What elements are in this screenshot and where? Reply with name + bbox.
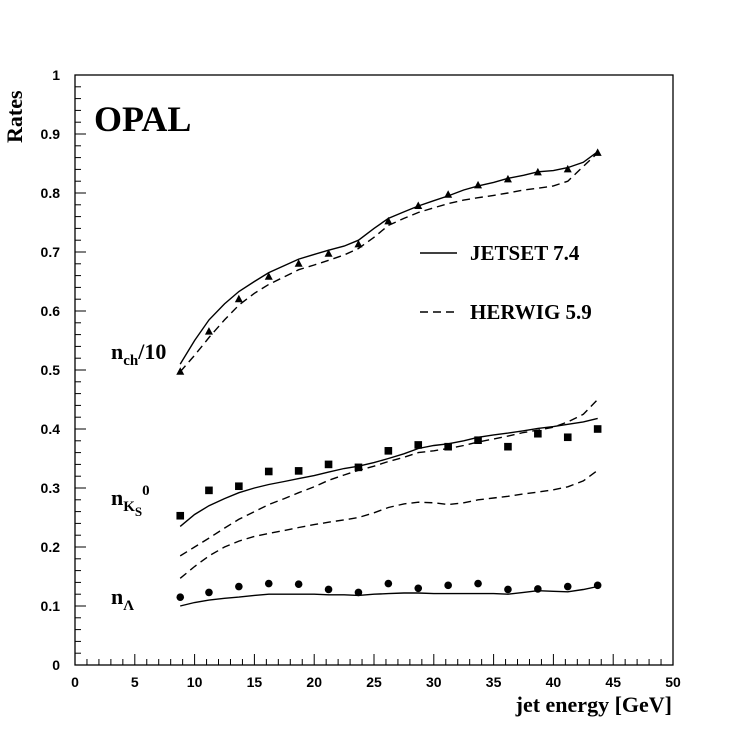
y-tick-label: 0	[52, 657, 60, 673]
data-point-n-k0s-data	[176, 511, 185, 520]
data-point-n-ch-10-data	[204, 327, 213, 335]
data-point-n-lambda-data	[324, 585, 333, 594]
y-tick-label: 0.1	[41, 598, 61, 614]
annotation-nk0-sup: 0	[142, 483, 150, 499]
annotation-nk0-main: n	[111, 485, 123, 510]
data-point-n-k0s-data	[264, 467, 273, 476]
data-point-n-ch-10-data	[503, 174, 512, 183]
chart-title: OPAL	[94, 99, 191, 139]
x-tick-label: 45	[605, 674, 621, 690]
data-point-n-k0s-data	[354, 463, 363, 472]
x-tick-label: 0	[71, 674, 79, 690]
data-point-n-ch-10-data	[324, 249, 333, 257]
x-tick-label: 20	[306, 674, 322, 690]
x-tick-label: 10	[187, 674, 203, 690]
data-point-n-lambda-data	[563, 582, 572, 591]
data-point-n-k0s-data	[593, 425, 602, 433]
annotation-nlambda-sub: Λ	[123, 598, 134, 614]
data-point-n-k0s-data	[534, 429, 542, 438]
data-point-n-k0s-data	[563, 433, 572, 442]
data-point-n-lambda-data	[354, 588, 363, 597]
data-point-n-ch-10-data	[176, 367, 185, 375]
data-point-n-k0s-data	[205, 486, 213, 495]
y-tick-label: 0.6	[41, 303, 61, 319]
x-tick-label: 25	[366, 674, 382, 690]
annotation-nlambda-main: n	[111, 584, 123, 609]
data-point-n-lambda-data	[414, 584, 423, 593]
data-point-n-lambda-data	[444, 581, 452, 590]
data-point-n-k0s-data	[414, 441, 423, 449]
x-axis: 0 5 10 15 20 25 30 35 40 45 50	[71, 654, 681, 690]
y-tick-label: 1	[52, 67, 60, 83]
data-point-n-ch-10-data	[593, 148, 602, 156]
data-point-n-k0s-data	[294, 467, 303, 475]
data-point-n-ch-10-data	[474, 180, 483, 189]
annotation-nk0-subsub: S	[135, 504, 142, 519]
y-tick-label: 0.5	[41, 362, 61, 378]
data-point-n-k0s-data	[235, 482, 243, 491]
x-tick-label: 30	[426, 674, 442, 690]
data-point-n-lambda-data	[474, 579, 482, 588]
data-point-n-ch-10-data	[533, 167, 542, 176]
annotation-nlambda: nΛ	[111, 584, 134, 614]
legend-jetset-label: JETSET 7.4	[470, 241, 580, 265]
y-tick-label: 0.3	[41, 480, 61, 496]
data-point-n-k0s-data	[504, 442, 512, 451]
x-axis-label: jet energy [GeV]	[515, 692, 672, 717]
x-tick-label: 50	[665, 674, 681, 690]
data-point-n-lambda-data	[534, 585, 542, 593]
series-line-n-lambda-jetset-7-4	[180, 585, 598, 607]
annotation-nch-sub: ch	[123, 353, 139, 369]
data-point-n-k0s-data	[384, 447, 393, 455]
y-axis: 0 0.1 0.2 0.3 0.4 0.5 0.6 0.7 0.8 0.9 1	[41, 67, 86, 673]
y-axis-label: Rates	[2, 90, 27, 143]
data-point-n-k0s-data	[444, 442, 452, 451]
series-line-n-k0s-herwig-5-9-upper	[179, 399, 599, 557]
annotation-nch: nch/10	[111, 339, 166, 369]
series-lines	[179, 151, 599, 607]
x-tick-label: 15	[247, 674, 263, 690]
data-point-n-lambda-data	[264, 579, 273, 588]
x-tick-label: 40	[546, 674, 562, 690]
data-point-n-ch-10-data	[234, 294, 243, 303]
annotation-nch-suffix: /10	[137, 339, 166, 364]
y-tick-label: 0.8	[41, 185, 61, 201]
data-point-n-lambda-data	[205, 588, 213, 597]
y-tick-label: 0.2	[41, 539, 61, 555]
data-point-n-lambda-data	[294, 580, 303, 588]
y-tick-label: 0.9	[41, 126, 61, 142]
data-point-n-lambda-data	[593, 581, 602, 590]
series-line-n-k0s-jetset-7-4	[179, 417, 598, 527]
series-line-n-ch-10-herwig-5-9	[179, 152, 599, 373]
y-tick-label: 0.7	[41, 244, 61, 260]
x-tick-label: 35	[486, 674, 502, 690]
data-point-n-lambda-data	[384, 579, 393, 588]
legend-herwig-label: HERWIG 5.9	[470, 300, 592, 324]
y-tick-label: 0.4	[41, 421, 61, 437]
data-point-n-lambda-data	[176, 593, 185, 601]
data-point-n-ch-10-data	[294, 259, 303, 267]
data-point-n-ch-10-data	[264, 272, 273, 280]
data-point-n-k0s-data	[474, 436, 482, 445]
data-point-n-ch-10-data	[563, 164, 572, 173]
data-point-n-ch-10-data	[444, 190, 453, 198]
plot-frame	[74, 74, 674, 666]
data-point-n-lambda-data	[235, 582, 243, 591]
data-point-n-k0s-data	[324, 460, 333, 469]
data-point-n-ch-10-data	[354, 239, 363, 248]
annotation-nk0-sub: K	[123, 499, 135, 515]
annotation-nk0: nKS0	[111, 483, 150, 519]
data-point-n-ch-10-data	[384, 216, 393, 225]
series-line-n-k0s-herwig-5-9-lower	[179, 469, 599, 579]
data-point-n-ch-10-data	[414, 201, 423, 209]
annotation-nch-main: n	[111, 339, 123, 364]
x-tick-label: 5	[131, 674, 139, 690]
series-points	[176, 148, 602, 601]
data-point-n-lambda-data	[504, 585, 512, 594]
